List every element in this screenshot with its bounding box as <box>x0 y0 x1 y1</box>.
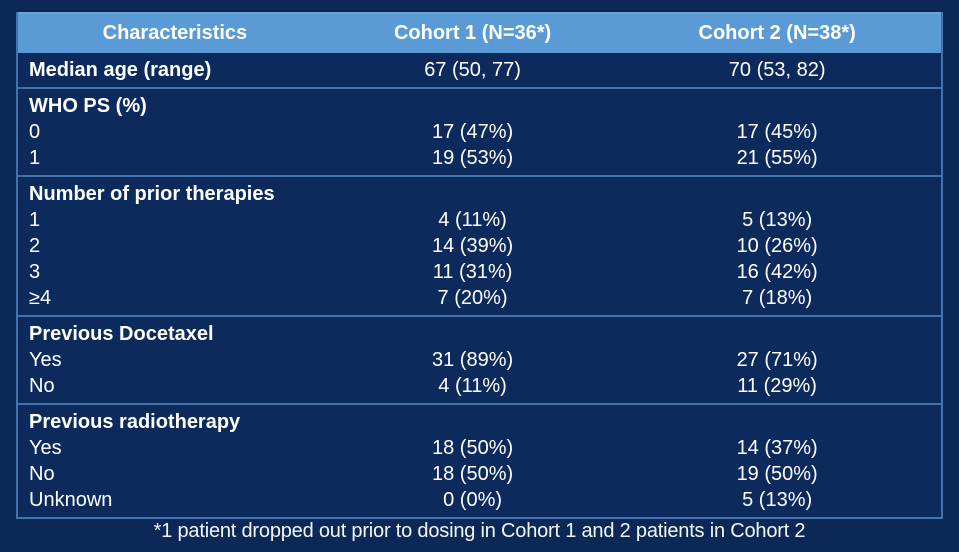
row-label: 1 <box>29 147 41 169</box>
table-row: Previous Docetaxel <box>18 321 941 347</box>
row-label: 0 <box>29 121 41 143</box>
cohort1-value <box>332 321 614 347</box>
cohort1-value: 14 (39%) <box>431 235 514 257</box>
table-row: 1 4 (11%) 5 (13%) <box>18 207 941 233</box>
cohort2-value: 17 (45%) <box>736 121 818 143</box>
section-previous-docetaxel: Previous Docetaxel Yes 31 (89%) 27 (71%)… <box>18 315 941 403</box>
cohort2-value: 14 (37%) <box>736 437 818 459</box>
cohort1-value <box>332 409 614 435</box>
section-median-age: Median age (range) 67 (50, 77) 70 (53, 8… <box>18 53 941 87</box>
cohort2-value: 70 (53, 82) <box>728 59 826 81</box>
cohort2-value <box>613 409 941 435</box>
table-row: No 18 (50%) 19 (50%) <box>18 461 941 487</box>
row-label: Previous radiotherapy <box>29 411 241 433</box>
row-label: 3 <box>29 261 41 283</box>
characteristics-table: Characteristics Cohort 1 (N=36*) Cohort … <box>16 12 943 519</box>
table-row: WHO PS (%) <box>18 93 941 119</box>
row-label: ≥4 <box>29 287 52 309</box>
cohort1-value: 11 (31%) <box>432 261 513 283</box>
cohort2-value: 21 (55%) <box>736 147 818 169</box>
table-row: Yes 18 (50%) 14 (37%) <box>18 435 941 461</box>
cohort1-value: 19 (53%) <box>431 147 514 169</box>
cohort2-value <box>613 93 941 119</box>
row-label: Yes <box>29 437 62 459</box>
cohort2-value: 5 (13%) <box>742 489 813 511</box>
row-label: No <box>29 463 55 485</box>
row-label: WHO PS (%) <box>29 95 147 117</box>
header-characteristics: Characteristics <box>102 22 248 44</box>
row-label: 1 <box>29 209 41 231</box>
cohort2-value <box>613 181 941 207</box>
table-header-row: Characteristics Cohort 1 (N=36*) Cohort … <box>18 12 941 53</box>
table-row: 2 14 (39%) 10 (26%) <box>18 233 941 259</box>
cohort1-value: 18 (50%) <box>431 437 514 459</box>
row-label: 2 <box>29 235 41 257</box>
table-row: No 4 (11%) 11 (29%) <box>18 373 941 399</box>
cohort2-value: 27 (71%) <box>736 349 818 371</box>
cohort2-value: 11 (29%) <box>737 375 817 397</box>
section-previous-radiotherapy: Previous radiotherapy Yes 18 (50%) 14 (3… <box>18 403 941 517</box>
cohort1-value: 4 (11%) <box>438 375 507 397</box>
cohort1-value: 4 (11%) <box>438 209 507 231</box>
table-row: Yes 31 (89%) 27 (71%) <box>18 347 941 373</box>
section-prior-therapies: Number of prior therapies 1 4 (11%) 5 (1… <box>18 175 941 315</box>
section-who-ps: WHO PS (%) 0 17 (47%) 17 (45%) 1 19 (53%… <box>18 87 941 175</box>
table-row: 3 11 (31%) 16 (42%) <box>18 259 941 285</box>
cohort2-value: 19 (50%) <box>736 463 818 485</box>
table-row: Number of prior therapies <box>18 181 941 207</box>
cohort2-value: 16 (42%) <box>736 261 818 283</box>
cohort1-value: 0 (0%) <box>443 489 503 511</box>
table-row: 0 17 (47%) 17 (45%) <box>18 119 941 145</box>
table-row: 1 19 (53%) 21 (55%) <box>18 145 941 171</box>
row-label: Median age (range) <box>29 59 212 81</box>
row-label: Previous Docetaxel <box>29 323 214 345</box>
table-row: Unknown 0 (0%) 5 (13%) <box>18 487 941 513</box>
row-label: Unknown <box>29 489 113 511</box>
table-row: ≥4 7 (20%) 7 (18%) <box>18 285 941 311</box>
row-label: Yes <box>29 349 62 371</box>
table-row: Previous radiotherapy <box>18 409 941 435</box>
cohort2-value <box>613 321 941 347</box>
row-label: No <box>29 375 55 397</box>
cohort1-value: 31 (89%) <box>431 349 514 371</box>
cohort1-value: 7 (20%) <box>437 287 508 309</box>
footnote: *1 patient dropped out prior to dosing i… <box>153 520 806 542</box>
header-cohort2: Cohort 2 (N=38*) <box>698 22 856 44</box>
cohort2-value: 10 (26%) <box>736 235 818 257</box>
cohort2-value: 5 (13%) <box>742 209 813 231</box>
cohort1-value: 18 (50%) <box>431 463 514 485</box>
row-label: Number of prior therapies <box>29 183 275 205</box>
header-cohort1: Cohort 1 (N=36*) <box>393 22 552 44</box>
cohort1-value: 67 (50, 77) <box>424 59 521 81</box>
table-row: Median age (range) 67 (50, 77) 70 (53, 8… <box>18 57 941 83</box>
cohort1-value: 17 (47%) <box>431 121 514 143</box>
cohort2-value: 7 (18%) <box>742 287 813 309</box>
cohort1-value <box>332 181 614 207</box>
cohort1-value <box>332 93 614 119</box>
